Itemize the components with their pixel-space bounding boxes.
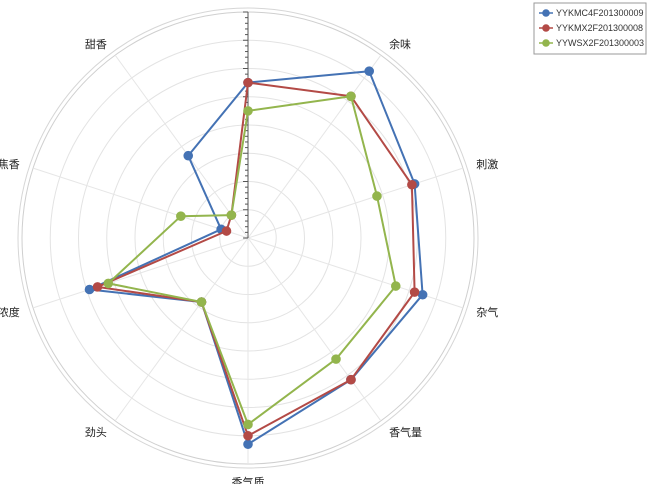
data-point[interactable] <box>409 287 420 297</box>
axis-label: 香气质 <box>232 475 265 484</box>
axis-label: 余味 <box>389 37 411 51</box>
data-point[interactable] <box>84 284 95 295</box>
legend-label: YYKMC4F201300009 <box>556 8 644 18</box>
radar-grid <box>17 7 479 469</box>
axis-label: 浓度 <box>0 305 20 319</box>
data-point[interactable] <box>372 191 382 201</box>
axis-label: 甜香 <box>85 38 107 51</box>
axis-label: 清香 <box>237 0 259 1</box>
legend-item[interactable]: YYKMC4F201300009 <box>539 8 644 18</box>
legend-marker <box>542 24 550 32</box>
data-point[interactable] <box>226 210 237 220</box>
series-2 <box>92 77 420 441</box>
data-point[interactable] <box>390 281 401 291</box>
axis-label: 焦香 <box>0 158 20 171</box>
series-layer <box>84 66 428 450</box>
data-point[interactable] <box>417 289 428 300</box>
legend-label: YYKMX2F201300008 <box>556 23 643 33</box>
axis-label: 香气量 <box>389 425 422 439</box>
axis-spoke <box>247 237 464 309</box>
axis-labels: 清香余味刺激杂气香气量香气质 劲头 浓度 焦香 甜香 <box>0 0 498 484</box>
axis-spoke <box>247 237 382 422</box>
axis-label: 刺激 <box>476 157 498 171</box>
legend-label: YYWSX2F201300003 <box>556 38 644 48</box>
data-point[interactable] <box>243 106 253 116</box>
series-line <box>96 81 416 437</box>
data-point[interactable] <box>243 419 253 430</box>
data-point[interactable] <box>103 278 114 289</box>
data-point[interactable] <box>346 374 356 385</box>
data-point[interactable] <box>243 430 253 441</box>
axis-label: 杂气 <box>476 305 498 319</box>
legend-item[interactable]: YYWSX2F201300003 <box>539 38 644 48</box>
axis-spoke <box>247 167 464 239</box>
data-point[interactable] <box>346 91 356 102</box>
axis-spoke <box>114 237 249 422</box>
data-point[interactable] <box>92 282 103 292</box>
data-point[interactable] <box>331 354 341 364</box>
outer-ring <box>17 7 479 469</box>
legend-marker <box>542 9 550 17</box>
data-point[interactable] <box>243 439 253 450</box>
data-point[interactable] <box>407 179 417 190</box>
axis-spoke <box>247 54 382 239</box>
axis-spoke <box>32 167 249 239</box>
legend[interactable]: YYKMC4F201300009 YYKMX2F201300008 YYWSX2F2… <box>533 2 647 55</box>
data-point[interactable] <box>364 66 375 76</box>
axis-spoke <box>32 237 249 309</box>
legend-marker <box>542 39 550 47</box>
data-point[interactable] <box>221 226 232 236</box>
data-point[interactable] <box>243 77 253 88</box>
data-point[interactable] <box>183 150 194 161</box>
axis-spoke <box>114 54 249 239</box>
legend-item[interactable]: YYKMX2F201300008 <box>539 23 643 33</box>
data-point[interactable] <box>176 211 186 221</box>
series-3 <box>103 91 401 430</box>
axis-label: 劲头 <box>85 426 107 439</box>
data-point[interactable] <box>196 297 207 307</box>
